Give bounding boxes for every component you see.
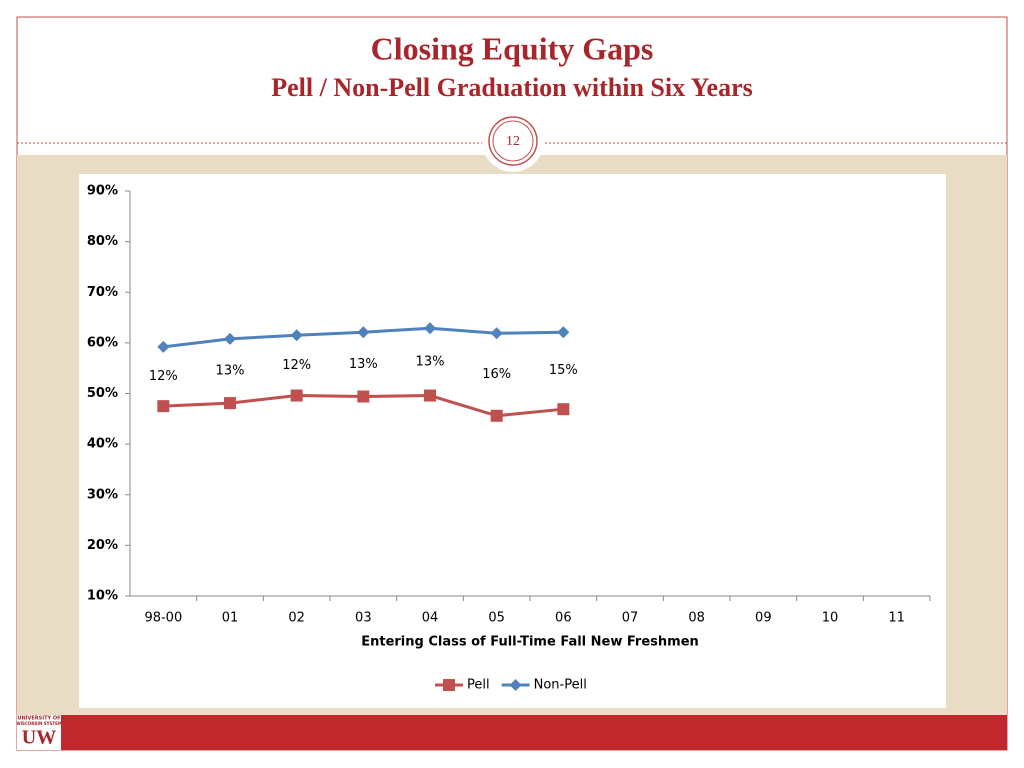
y-tick-label: 10% xyxy=(87,589,118,604)
x-tick-label: 03 xyxy=(355,611,372,626)
x-tick-label: 04 xyxy=(422,611,439,626)
x-tick-label: 06 xyxy=(555,611,572,626)
point xyxy=(224,332,236,345)
y-tick-label: 80% xyxy=(87,234,118,249)
y-tick-label: 40% xyxy=(87,437,118,452)
x-tick-label: 08 xyxy=(688,611,705,626)
logo-box xyxy=(17,715,61,750)
logo-mark: UW xyxy=(22,727,56,749)
footer-band xyxy=(17,715,1007,750)
chart-subtitle: Pell / Non-Pell Graduation within Six Ye… xyxy=(271,73,753,102)
point xyxy=(424,322,436,335)
gap-annotation: 13% xyxy=(216,363,245,378)
y-tick-label: 20% xyxy=(87,538,118,553)
logo-text: UNIVERSITY OF xyxy=(17,716,60,722)
y-tick-label: 90% xyxy=(87,184,118,199)
chart-area xyxy=(79,174,946,708)
gap-annotation: 16% xyxy=(482,367,511,382)
y-tick-label: 70% xyxy=(87,285,118,300)
x-tick-label: 01 xyxy=(222,611,239,626)
point xyxy=(224,397,236,410)
gap-annotation: 13% xyxy=(416,354,445,369)
point xyxy=(490,327,503,340)
gap-annotation: 12% xyxy=(282,358,311,373)
point xyxy=(290,329,303,342)
logo-text: WISCONSIN SYSTEM xyxy=(16,721,62,726)
gap-annotation: 13% xyxy=(349,357,378,372)
legend-marker xyxy=(443,679,455,691)
point xyxy=(290,389,303,402)
legend-label: Pell xyxy=(467,678,490,693)
gap-annotation: 15% xyxy=(549,363,578,378)
point xyxy=(424,389,436,402)
y-tick-label: 60% xyxy=(87,335,118,350)
x-tick-label: 07 xyxy=(622,611,639,626)
slide-number: 12 xyxy=(506,134,520,149)
x-tick-label: 11 xyxy=(888,611,905,626)
slide-number-ring xyxy=(492,120,534,162)
legend-label: Non-Pell xyxy=(534,678,587,693)
x-tick-label: 10 xyxy=(822,611,839,626)
point xyxy=(557,326,570,339)
x-tick-label: 02 xyxy=(288,611,305,626)
point xyxy=(357,390,370,403)
legend-marker xyxy=(509,679,522,691)
x-tick-label: 98-00 xyxy=(144,611,182,626)
point xyxy=(490,409,503,422)
gap-annotation: 12% xyxy=(149,369,178,384)
point xyxy=(157,340,170,353)
chart-title: Closing Equity Gaps xyxy=(371,30,654,66)
point xyxy=(557,403,570,416)
x-tick-label: 09 xyxy=(755,611,772,626)
x-tick-label: 05 xyxy=(488,611,505,626)
point xyxy=(357,326,370,339)
point xyxy=(157,400,170,413)
y-tick-label: 50% xyxy=(87,386,118,401)
y-tick-label: 30% xyxy=(87,487,118,502)
x-axis-title: Entering Class of Full-Time Fall New Fre… xyxy=(361,635,699,650)
